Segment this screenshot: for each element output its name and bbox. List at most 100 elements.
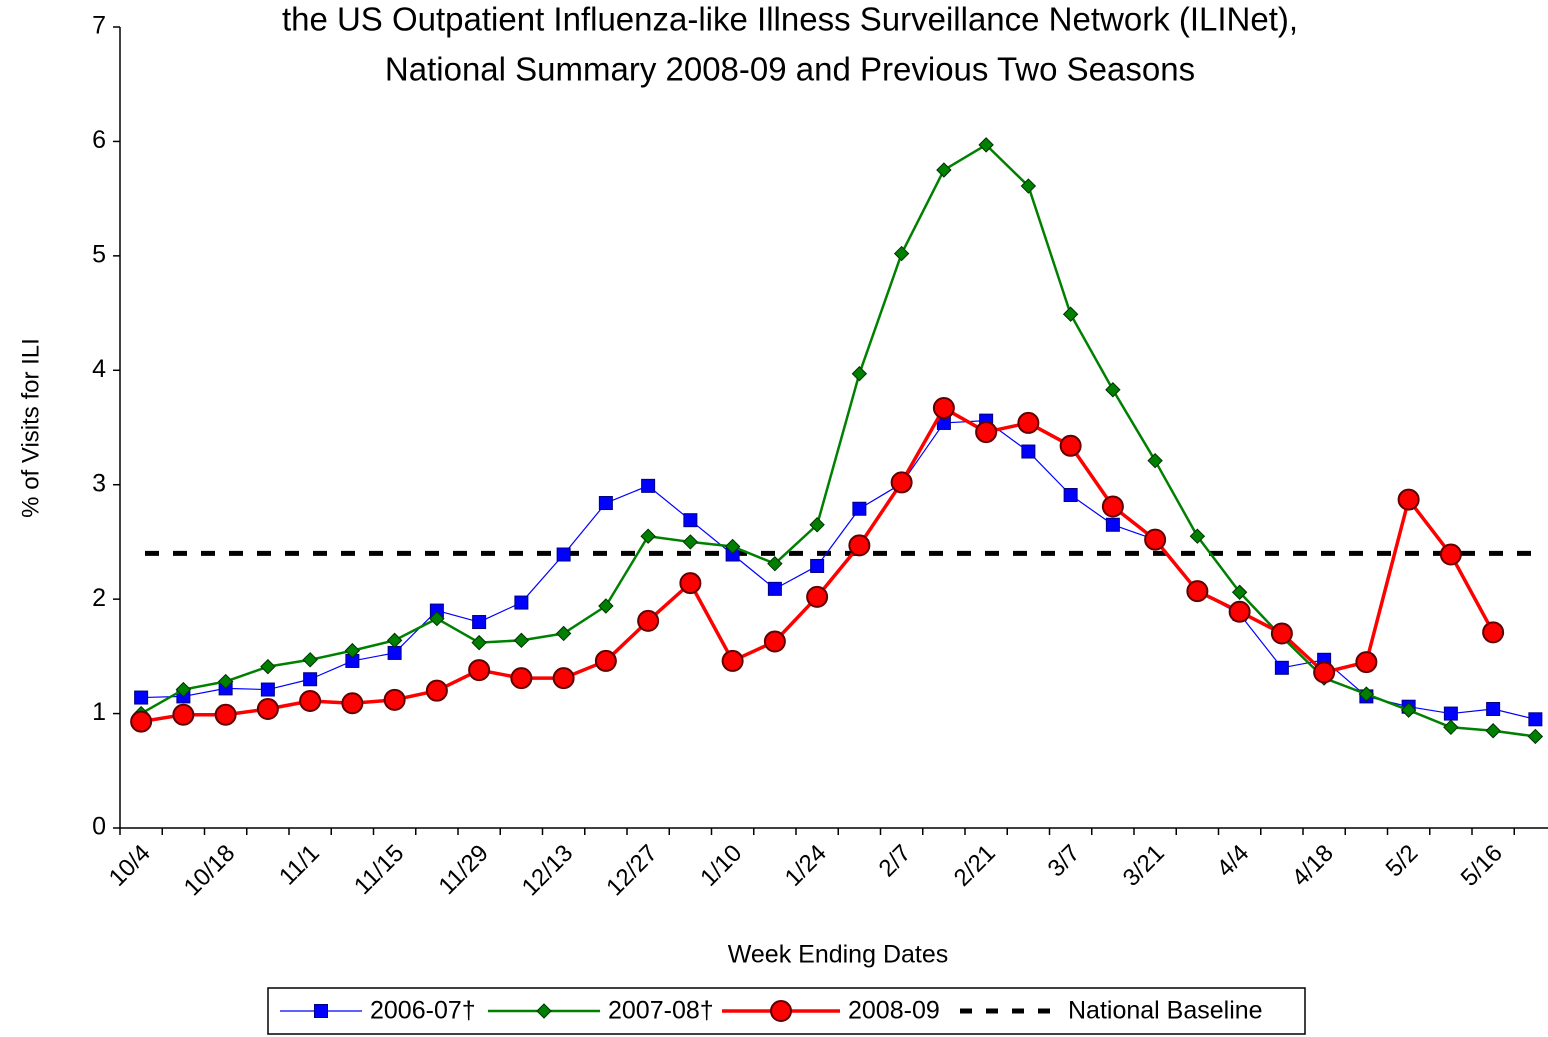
point (598, 598, 614, 614)
point (386, 632, 403, 649)
point (637, 609, 660, 632)
point (809, 517, 825, 533)
x-tick-label: 2/7 (874, 840, 917, 883)
point (217, 673, 234, 690)
y-tick-label: 3 (92, 469, 106, 497)
point (1228, 600, 1251, 623)
point (1485, 723, 1501, 739)
point (1105, 382, 1121, 398)
x-tick-label: 4/18 (1287, 840, 1339, 892)
legend-marker (536, 1003, 552, 1019)
point (641, 478, 656, 493)
point (1313, 661, 1336, 684)
x-tick-label: 5/2 (1381, 840, 1424, 883)
x-tick-label: 10/18 (179, 840, 241, 902)
series-line (141, 420, 1536, 720)
point (890, 471, 913, 494)
x-tick-label: 1/24 (780, 840, 832, 892)
x-tick-label: 3/7 (1043, 840, 1086, 883)
point (598, 496, 613, 511)
point (130, 710, 153, 733)
point (468, 659, 491, 682)
point (1147, 452, 1163, 469)
point (810, 558, 825, 573)
point (260, 682, 275, 697)
point (852, 501, 867, 516)
point (383, 688, 406, 711)
point (806, 585, 829, 608)
point (767, 581, 782, 596)
point (299, 689, 322, 712)
legend-label: National Baseline (1068, 997, 1263, 1025)
point (1528, 712, 1543, 727)
legend-label: 2007-08† (608, 997, 714, 1025)
point (763, 630, 786, 653)
point (975, 421, 998, 444)
x-tick-label: 4/4 (1212, 840, 1255, 883)
point (303, 672, 318, 687)
point (1105, 517, 1120, 532)
x-tick-label: 11/15 (349, 840, 409, 900)
y-tick-label: 4 (92, 355, 106, 383)
point (552, 667, 575, 690)
point (724, 538, 741, 555)
point (683, 513, 698, 528)
point (1101, 495, 1124, 518)
point (1486, 701, 1501, 716)
point (978, 137, 994, 153)
y-tick-label: 0 (92, 813, 106, 841)
x-tick-label: 12/13 (517, 840, 579, 902)
point (1482, 621, 1505, 644)
point (594, 649, 617, 672)
chart-title: the US Outpatient Influenza-like Illness… (282, 1, 1298, 38)
point (341, 692, 364, 715)
y-tick-label: 5 (92, 240, 106, 268)
point (1186, 580, 1209, 603)
point (260, 658, 276, 675)
point (256, 697, 279, 720)
point (848, 534, 871, 557)
point (172, 703, 195, 726)
x-tick-label: 5/16 (1456, 840, 1508, 892)
point (640, 528, 656, 544)
point (932, 397, 955, 420)
point (1274, 660, 1289, 675)
x-tick-label: 12/27 (601, 840, 663, 902)
y-tick-label: 1 (92, 698, 106, 726)
point (936, 162, 952, 178)
point (1063, 488, 1078, 503)
y-tick-label: 6 (92, 126, 106, 154)
legend-marker (314, 1004, 328, 1018)
y-tick-label: 7 (92, 12, 106, 40)
point (214, 703, 237, 726)
chart-title: National Summary 2008-09 and Previous Tw… (385, 51, 1195, 88)
point (429, 610, 445, 627)
y-axis-label: % of Visits for ILI (17, 338, 44, 518)
x-tick-label: 3/21 (1118, 840, 1170, 892)
point (514, 595, 529, 610)
point (682, 534, 699, 550)
point (471, 634, 487, 651)
point (510, 667, 533, 690)
point (1439, 543, 1462, 566)
point (1059, 434, 1082, 457)
point (1017, 411, 1040, 434)
x-tick-label: 11/29 (434, 840, 494, 900)
point (1443, 719, 1459, 736)
point (1397, 488, 1420, 511)
point (1443, 706, 1458, 721)
series-line (140, 143, 1536, 738)
legend-marker (770, 1000, 792, 1022)
point (1355, 651, 1378, 674)
x-tick-label: 11/1 (274, 840, 325, 891)
point (555, 625, 572, 642)
point (1020, 178, 1037, 194)
x-tick-label: 1/10 (695, 840, 747, 892)
point (1062, 306, 1079, 322)
point (851, 366, 868, 382)
point (175, 681, 192, 698)
point (513, 632, 530, 649)
point (472, 615, 487, 630)
point (721, 649, 744, 672)
